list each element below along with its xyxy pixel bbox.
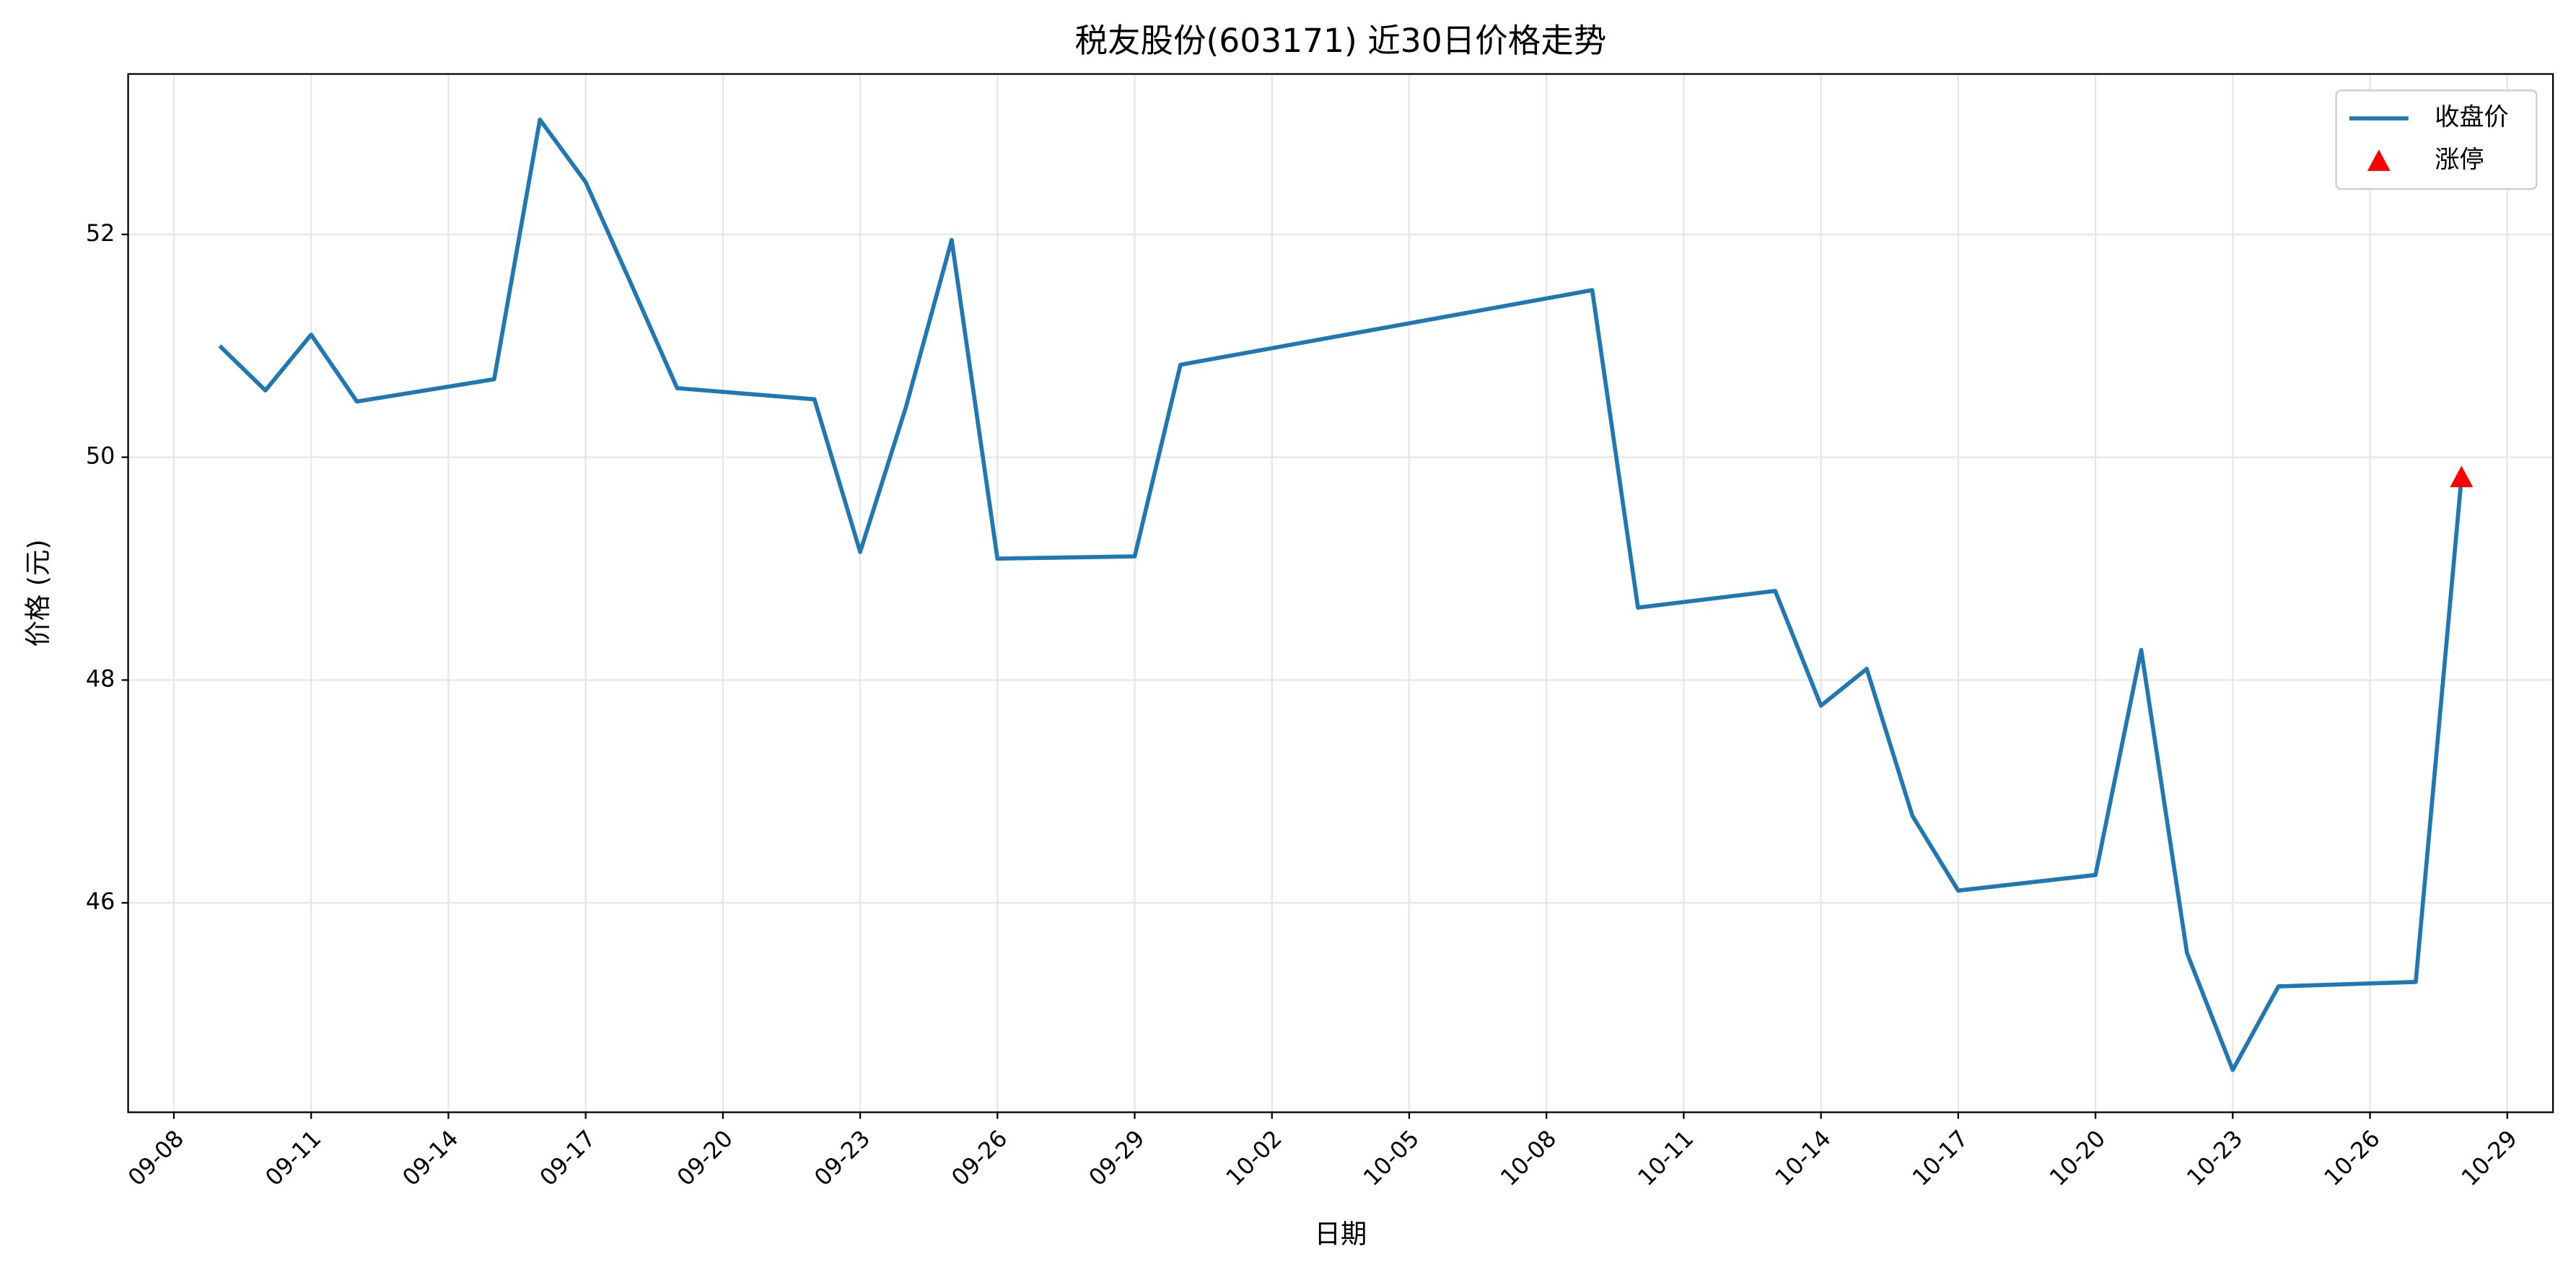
x-tick-label: 10-02 [1221, 1125, 1287, 1191]
x-tick-label: 09-26 [946, 1125, 1012, 1191]
x-tick-label: 10-26 [2318, 1125, 2385, 1191]
limit-up-marker [2450, 465, 2474, 488]
y-tick-label: 50 [86, 442, 115, 470]
y-axis-label: 价格 (元) [22, 539, 53, 647]
x-tick-label: 10-17 [1907, 1125, 1973, 1191]
x-tick-label: 09-23 [809, 1125, 875, 1191]
x-tick-label: 09-29 [1083, 1125, 1149, 1191]
y-tick-label: 46 [86, 888, 115, 915]
legend-swatch [2367, 149, 2391, 171]
x-tick-label: 09-14 [397, 1125, 463, 1191]
x-tick-label: 09-20 [672, 1125, 738, 1191]
x-tick-label: 09-08 [123, 1125, 189, 1191]
price-line [218, 118, 2464, 1072]
y-tick-label: 52 [86, 219, 115, 247]
legend-label: 收盘价 [2435, 103, 2508, 132]
x-tick-label: 10-23 [2181, 1125, 2248, 1191]
x-tick-label: 09-11 [260, 1125, 326, 1191]
x-tick-label: 10-20 [2044, 1125, 2111, 1191]
x-tick-label: 10-05 [1358, 1125, 1424, 1191]
chart-title: 税友股份(603171) 近30日价格走势 [1074, 22, 1606, 60]
x-tick-label: 09-17 [534, 1125, 600, 1191]
x-axis-label: 日期 [1314, 1219, 1367, 1250]
y-tick-label: 48 [86, 665, 115, 692]
x-tick-label: 10-29 [2456, 1125, 2523, 1191]
x-tick-label: 10-14 [1769, 1125, 1836, 1191]
x-tick-label: 10-08 [1495, 1125, 1561, 1191]
plot-frame [127, 73, 2554, 1113]
x-tick-label: 10-11 [1632, 1125, 1699, 1191]
legend-label: 涨停 [2435, 146, 2484, 175]
